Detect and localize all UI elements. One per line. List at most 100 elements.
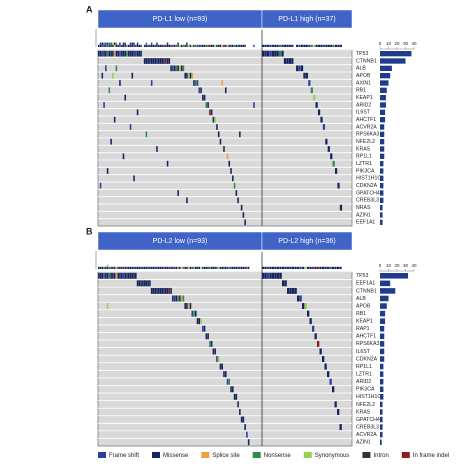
sample-bar (131, 266, 133, 269)
sample-bar (175, 266, 178, 269)
mutation-cell (302, 303, 305, 310)
sample-bar (168, 44, 171, 47)
sample-bar (330, 44, 333, 47)
mutation-cell (112, 72, 114, 79)
gene-bar (380, 117, 386, 123)
sample-bar (223, 266, 225, 269)
mutation-cell (186, 197, 188, 204)
gene-bar (380, 341, 385, 347)
mutation-cell (221, 363, 224, 370)
mutation-cell (232, 386, 234, 393)
mutation-cell (298, 65, 301, 72)
sample-bar (230, 44, 232, 47)
mutation-cell (122, 50, 125, 57)
sample-bar (193, 266, 195, 269)
x-tick-label: 40 (411, 41, 417, 46)
mutation-cell (143, 58, 146, 64)
sample-bar (140, 44, 142, 47)
gene-bar (380, 295, 389, 302)
x-tick-label: 10 (386, 263, 392, 268)
sample-bar (179, 44, 181, 47)
sample-bar (152, 44, 155, 47)
mutation-cell (274, 50, 277, 57)
sample-bar (187, 44, 190, 47)
sample-bar (205, 266, 208, 269)
sample-bar (142, 266, 144, 269)
x-tick-label: 30 (403, 263, 409, 268)
mutation-cell (279, 272, 282, 279)
sample-bar (113, 42, 116, 45)
gene-label: RAP1 (356, 326, 370, 332)
mutation-cell (124, 94, 127, 101)
gene-label: IL6ST (356, 110, 371, 116)
sample-bar (264, 266, 267, 269)
gene-bar (380, 95, 386, 101)
mutation-cell (267, 272, 270, 279)
mutation-cell (282, 280, 285, 287)
sample-bar (122, 266, 125, 269)
gene-label: TP53 (356, 273, 369, 279)
mutation-cell (210, 340, 213, 347)
sample-bar (209, 266, 211, 269)
gene-label: ALB (356, 66, 366, 72)
sample-bar (168, 266, 171, 269)
gene-bar (380, 161, 384, 167)
sample-bar (219, 266, 222, 269)
mutation-cell (140, 280, 142, 287)
mutation-cell (106, 168, 109, 174)
gene-label: IL6ST (356, 349, 371, 355)
gene-bar (380, 431, 383, 438)
sample-bar (136, 44, 139, 47)
mutation-cell (110, 272, 112, 279)
gene-label: GPATCH4 (356, 417, 380, 423)
mutation-cell (129, 124, 132, 130)
mutation-cell (264, 272, 267, 279)
sample-bar (101, 266, 103, 269)
gene-label: AHCTF1 (356, 117, 376, 123)
legend-swatch (362, 452, 371, 458)
mutation-cell (242, 416, 245, 423)
mutation-cell (103, 272, 105, 279)
sample-bar (156, 266, 158, 269)
sample-bar (173, 266, 176, 269)
mutation-cell (200, 318, 202, 325)
mutation-cell (303, 72, 306, 79)
mutation-cell (332, 160, 335, 167)
gene-bar (380, 153, 385, 159)
sample-bar (127, 266, 130, 269)
gene-bar (380, 51, 412, 57)
gene-bar (380, 219, 383, 225)
sample-bar (180, 44, 183, 47)
sample-bar (156, 42, 158, 45)
mutation-cell (163, 58, 165, 64)
mutation-cell (262, 50, 265, 57)
gene-label: CREB3L3 (356, 424, 379, 430)
mutation-cell (304, 303, 307, 310)
mutation-cell (200, 87, 202, 94)
mutation-cell (152, 58, 155, 64)
sample-bar (189, 44, 192, 47)
sample-bar (337, 44, 340, 47)
mutation-cell (291, 58, 294, 64)
legend-swatch (98, 452, 106, 458)
sample-bar (112, 42, 114, 45)
sample-bar (182, 266, 185, 269)
sample-bar (319, 266, 322, 269)
sample-bar (216, 44, 218, 47)
mutation-cell (224, 371, 227, 378)
mutation-cell (135, 272, 137, 279)
gene-bar (380, 102, 386, 108)
mutation-cell (308, 80, 311, 86)
sample-bar (283, 44, 287, 47)
sample-bar (101, 44, 103, 47)
sample-bar (247, 266, 250, 269)
mutation-cell (161, 58, 164, 64)
mutation-cell (305, 72, 309, 79)
sample-bar (272, 266, 275, 269)
mutation-cell (325, 138, 328, 145)
sample-bar (308, 44, 311, 47)
sample-bar (165, 44, 167, 47)
mutation-cell (240, 416, 243, 423)
mutation-cell (219, 138, 222, 145)
